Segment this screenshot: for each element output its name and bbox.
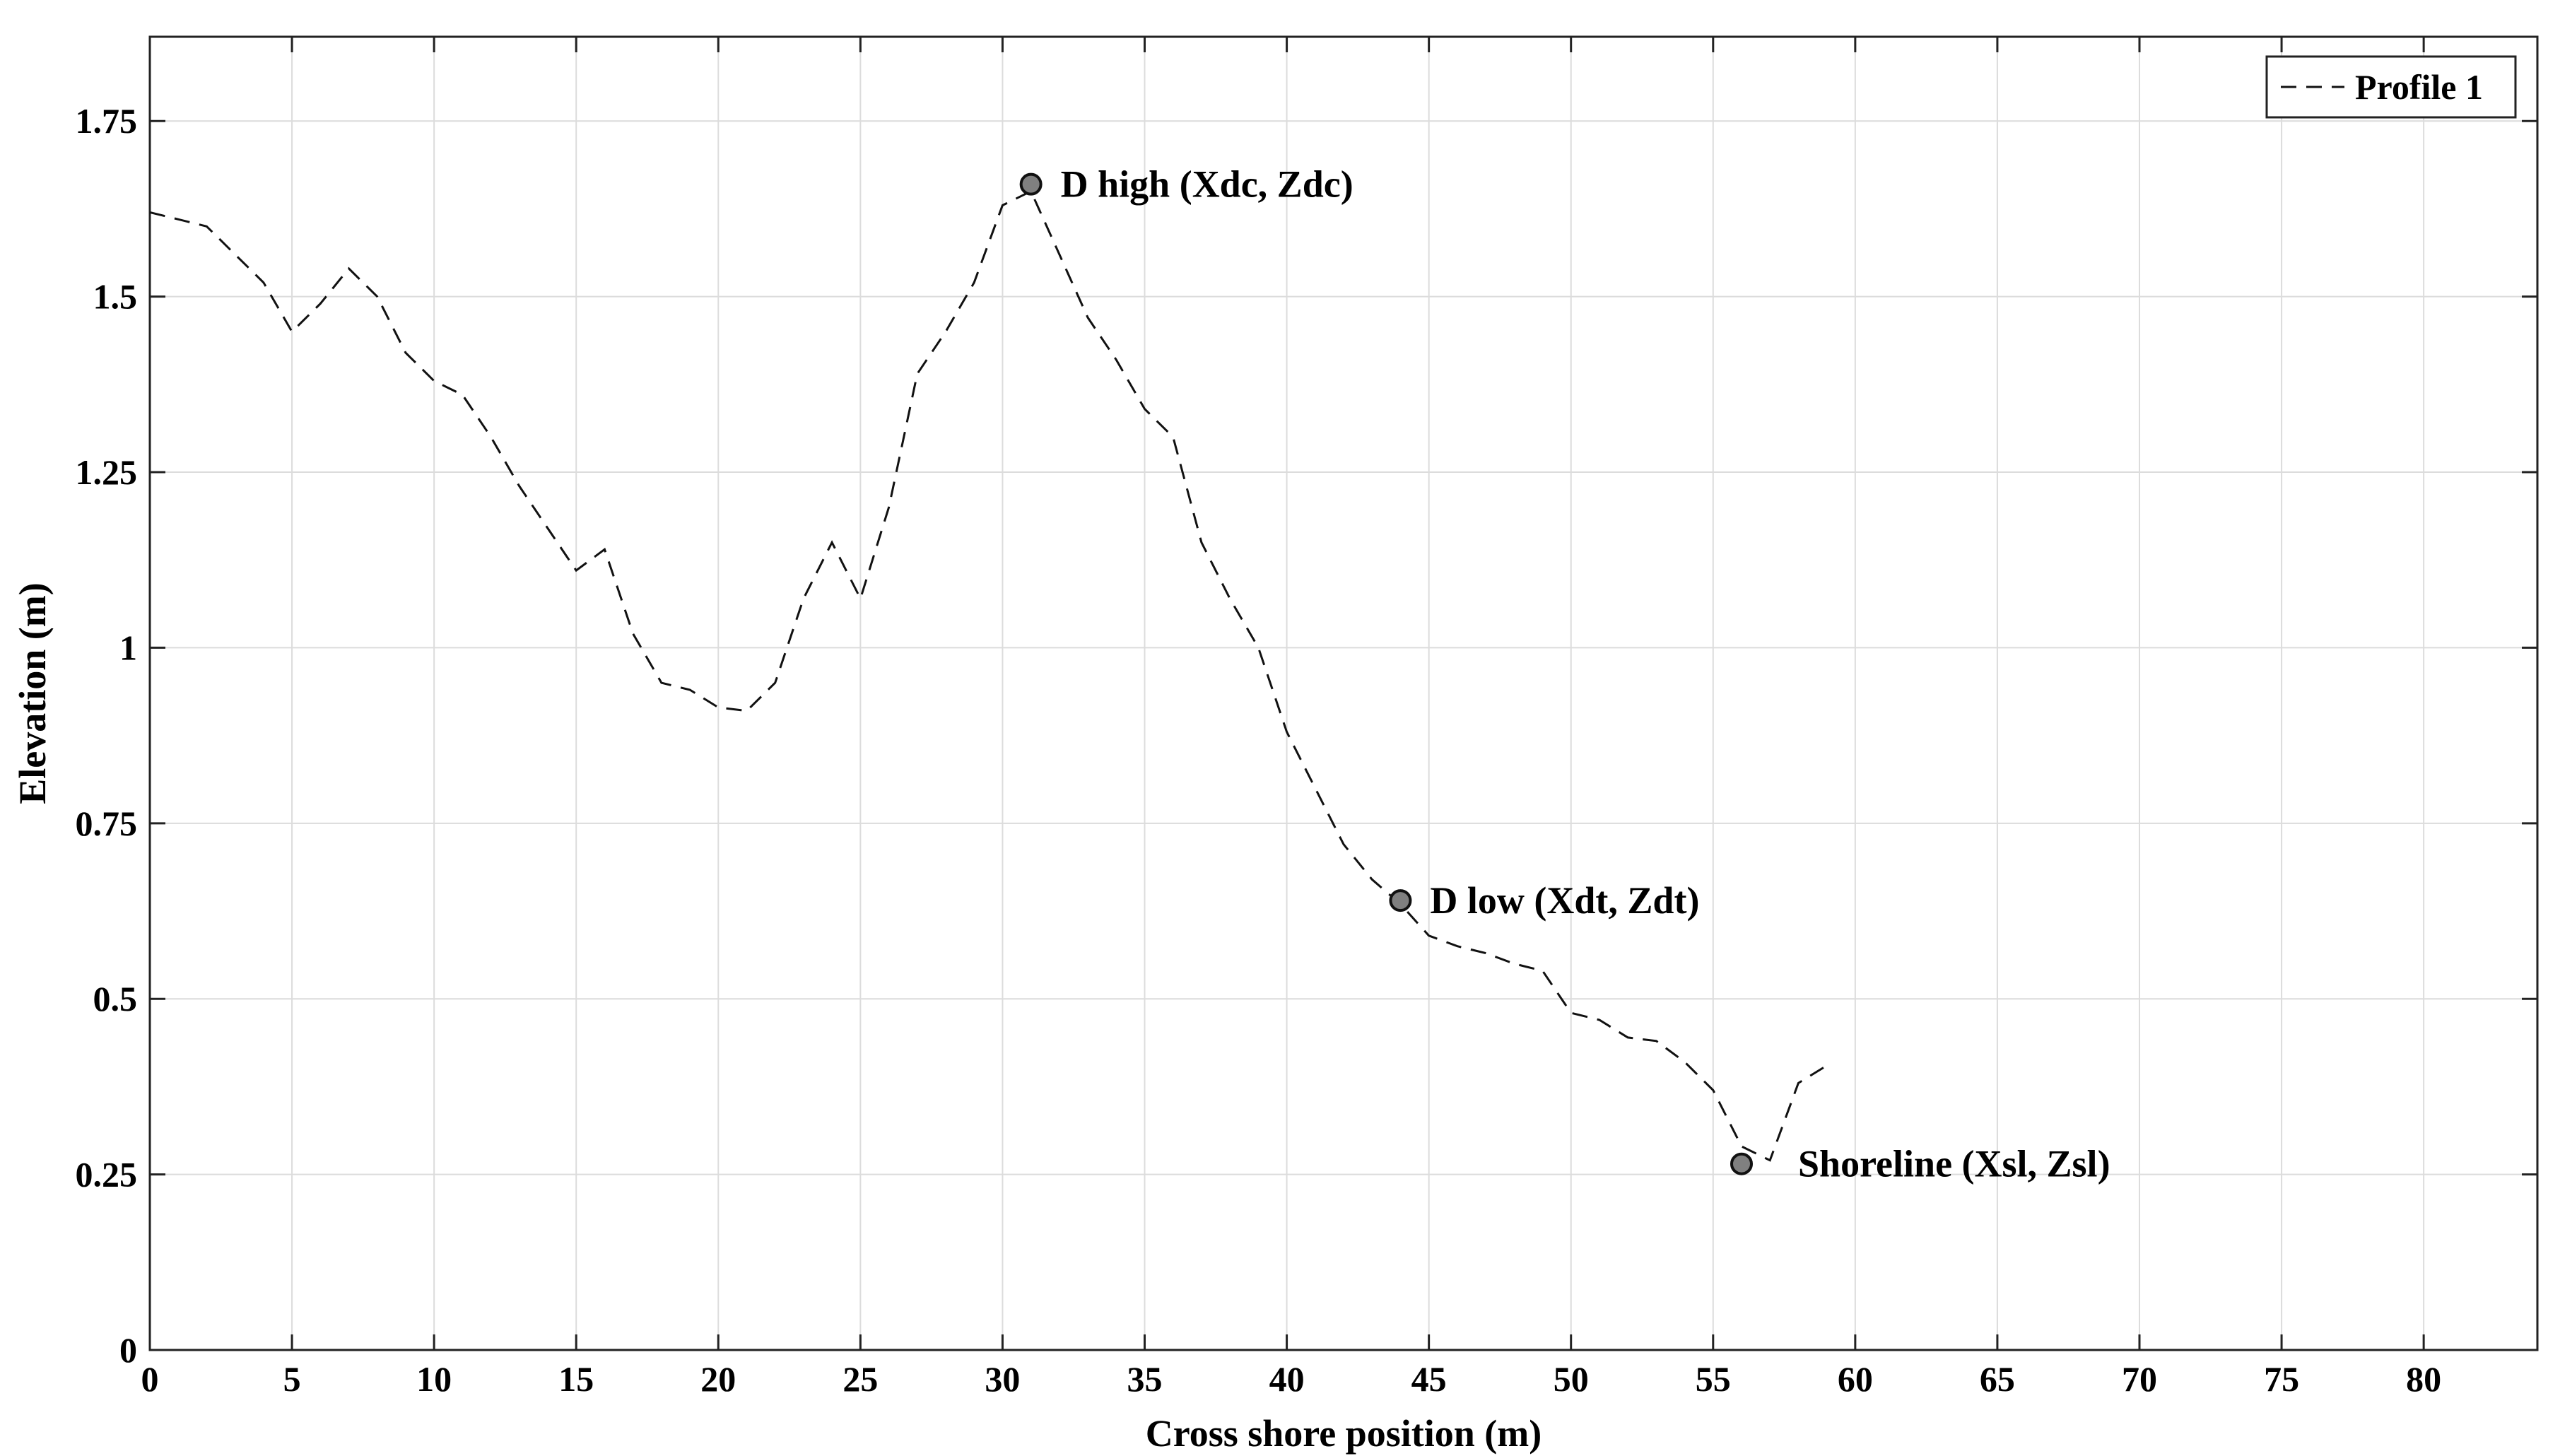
x-tick-label-80: 80 [2406,1359,2441,1399]
grid [149,37,2537,1351]
x-axis-tick-labels: 0 5 10 15 20 25 30 35 40 45 50 55 60 65 70 75 80 [141,1359,2442,1399]
y-tick-label-0: 0 [119,1330,137,1370]
x-tick-label-35: 35 [1127,1359,1163,1399]
legend[interactable]: Profile 1 [2265,55,2517,119]
x-tick-label-0: 0 [141,1359,159,1399]
annotation-marker-3 [1730,1152,1753,1175]
x-tick-label-25: 25 [842,1359,878,1399]
series-layer [149,189,1828,1162]
x-tick-label-15: 15 [558,1359,594,1399]
annotation-label-3: Shoreline (Xsl, Zsl) [1798,1143,2110,1185]
plot-area-frame [148,35,2539,1351]
x-tick-label-50: 50 [1554,1359,1589,1399]
annotation-marker-2 [1389,889,1412,912]
y-tick-label-3: 0.75 [76,804,138,843]
x-tick-label-65: 65 [1980,1359,2015,1399]
y-tick-label-2: 0.5 [93,979,138,1018]
x-tick-label-30: 30 [985,1359,1020,1399]
x-tick-label-40: 40 [1269,1359,1305,1399]
x-tick-label-20: 20 [700,1359,736,1399]
axis-ticks [148,37,2537,1351]
x-tick-label-75: 75 [2264,1359,2299,1399]
series-line-profile-1 [149,189,1828,1162]
annotation-marker-1 [1019,172,1043,196]
y-tick-label-5: 1.25 [76,452,138,492]
y-tick-label-4: 1 [119,628,137,667]
y-axis-tick-labels: 0 0.25 0.5 0.75 1 1.25 1.5 1.75 [76,101,138,1370]
x-tick-label-55: 55 [1696,1359,1731,1399]
y-tick-label-7: 1.75 [76,101,138,141]
x-tick-label-5: 5 [283,1359,301,1399]
y-tick-label-6: 1.5 [93,277,138,317]
annotations: D high (Xdc, Zdc) D low (Xdt, Zdt) Shoreli… [1019,163,2110,1185]
x-tick-label-45: 45 [1411,1359,1447,1399]
x-tick-label-10: 10 [416,1359,452,1399]
x-tick-label-70: 70 [2122,1359,2157,1399]
x-tick-label-60: 60 [1838,1359,1873,1399]
x-axis-title: Cross shore position (m) [1146,1412,1542,1455]
annotation-label-1: D high (Xdc, Zdc) [1061,163,1354,206]
legend-entry-profile-1: Profile 1 [2355,67,2483,107]
y-tick-label-1: 0.25 [76,1155,138,1194]
annotation-label-2: D low (Xdt, Zdt) [1430,879,1699,922]
y-axis-title: Elevation (m) [11,582,54,804]
